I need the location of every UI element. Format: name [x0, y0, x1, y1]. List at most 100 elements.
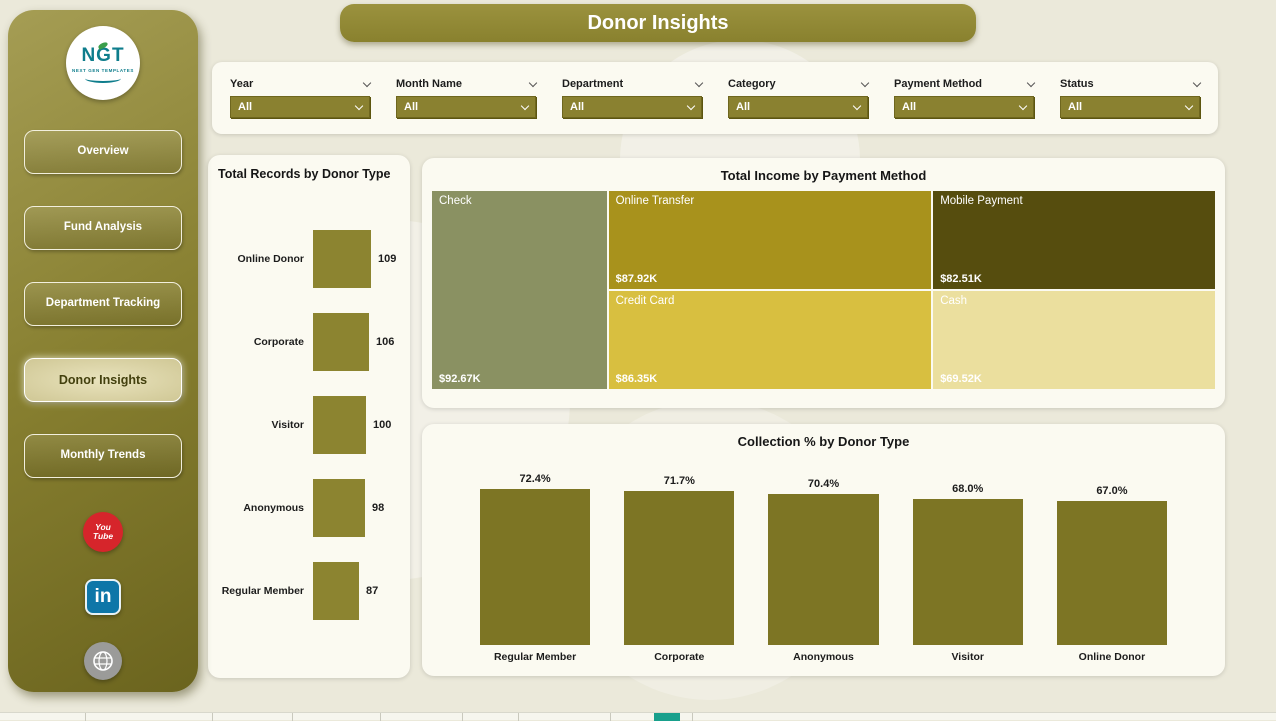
column: 70.4% Anonymous — [768, 455, 879, 663]
chevron-down-icon[interactable] — [362, 78, 372, 87]
cell-label: Check — [439, 195, 472, 207]
category-label: Online Donor — [237, 252, 305, 265]
cell-value: $87.92K — [615, 273, 658, 285]
chevron-down-icon[interactable] — [1026, 78, 1036, 87]
tab-separator — [692, 713, 693, 721]
filter-label: Month Name — [396, 78, 462, 90]
filter-header: Payment Method — [894, 78, 1036, 90]
category-label: Anonymous — [243, 501, 304, 514]
filter-payment-method: Payment Method All — [894, 78, 1036, 118]
month-name-dropdown[interactable]: All — [396, 96, 536, 118]
chevron-down-icon — [852, 101, 862, 110]
bar[interactable] — [313, 561, 359, 620]
chevron-down-icon — [354, 101, 364, 110]
bar-row: Regular Member 87 — [218, 549, 400, 632]
category-label: Corporate — [654, 651, 705, 663]
sidebar-item-overview[interactable]: Overview — [24, 130, 182, 174]
value-label: 71.7% — [663, 475, 695, 487]
active-page-indicator[interactable] — [654, 713, 680, 721]
dropdown-value: All — [736, 101, 751, 113]
bar[interactable] — [480, 489, 591, 645]
value-label: 109 — [378, 252, 397, 265]
column: 68.0% Visitor — [912, 455, 1023, 663]
year-dropdown[interactable]: All — [230, 96, 370, 118]
linkedin-icon[interactable]: in — [85, 579, 121, 615]
value-label: 98 — [372, 501, 385, 514]
bar[interactable] — [313, 312, 369, 371]
chevron-down-icon[interactable] — [1192, 78, 1202, 87]
value-label: 67.0% — [1096, 485, 1128, 497]
records-by-donor-type-chart: Total Records by Donor Type Online Donor… — [208, 155, 410, 678]
chevron-down-icon — [1184, 101, 1194, 110]
chevron-down-icon[interactable] — [694, 78, 704, 87]
tab-separator — [85, 713, 86, 721]
treemap: Check $92.67K Online Transfer $87.92K Mo… — [432, 191, 1215, 389]
filter-month-name: Month Name All — [396, 78, 538, 118]
treemap-row: Online Transfer $87.92K Mobile Payment $… — [608, 191, 1215, 289]
bar[interactable] — [313, 478, 365, 537]
sidebar: NGT NEXT GEN TEMPLATES Overview Fund Ana… — [8, 10, 198, 692]
tab-separator — [212, 713, 213, 721]
bar-row: Online Donor 109 — [218, 217, 400, 300]
filter-header: Year — [230, 78, 372, 90]
chevron-down-icon[interactable] — [860, 78, 870, 87]
column-chart: 72.4% Regular Member 71.7% Corporate 70.… — [432, 455, 1215, 663]
chevron-down-icon[interactable] — [528, 78, 538, 87]
sidebar-item-monthly-trends[interactable]: Monthly Trends — [24, 434, 182, 478]
bar[interactable] — [313, 229, 371, 288]
ngt-logo: NGT NEXT GEN TEMPLATES — [66, 26, 140, 100]
bar[interactable] — [624, 491, 735, 645]
value-label: 106 — [376, 335, 395, 348]
sidebar-item-fund-analysis[interactable]: Fund Analysis — [24, 206, 182, 250]
filter-label: Category — [728, 78, 776, 90]
chevron-down-icon — [520, 101, 530, 110]
column: 67.0% Online Donor — [1056, 455, 1168, 663]
page-tab-strip[interactable] — [0, 712, 1276, 721]
youtube-text-line1: You — [95, 522, 111, 533]
bar-row: Anonymous 98 — [218, 466, 400, 549]
youtube-icon[interactable]: You Tube — [83, 512, 123, 552]
filter-header: Department — [562, 78, 704, 90]
status-dropdown[interactable]: All — [1060, 96, 1200, 118]
treemap-cell-mobile-payment[interactable]: Mobile Payment $82.51K — [933, 191, 1215, 289]
treemap-cell-credit-card[interactable]: Credit Card $86.35K — [608, 291, 932, 389]
chart-title: Total Income by Payment Method — [720, 168, 927, 183]
filter-label: Year — [230, 78, 254, 90]
treemap-right-region: Online Transfer $87.92K Mobile Payment $… — [608, 191, 1215, 389]
sidebar-item-donor-insights[interactable]: Donor Insights — [24, 358, 182, 402]
department-dropdown[interactable]: All — [562, 96, 702, 118]
category-dropdown[interactable]: All — [728, 96, 868, 118]
value-label: 68.0% — [952, 483, 984, 495]
filter-label: Payment Method — [894, 78, 983, 90]
filter-label: Department — [562, 78, 624, 90]
sidebar-item-department-tracking[interactable]: Department Tracking — [24, 282, 182, 326]
sidebar-nav: Overview Fund Analysis Department Tracki… — [8, 130, 198, 478]
filter-department: Department All — [562, 78, 704, 118]
globe-icon[interactable] — [84, 642, 122, 680]
category-label: Visitor — [951, 651, 984, 663]
cell-label: Online Transfer — [615, 195, 695, 207]
filter-bar: Year All Month Name All Department All C… — [212, 62, 1218, 134]
tab-separator — [380, 713, 381, 721]
youtube-text-line2: Tube — [92, 531, 114, 541]
filter-header: Month Name — [396, 78, 538, 90]
chart-title: Total Records by Donor Type — [218, 167, 391, 181]
bar[interactable] — [1056, 501, 1168, 645]
bar[interactable] — [768, 494, 879, 645]
payment-method-dropdown[interactable]: All — [894, 96, 1034, 118]
chevron-down-icon — [1018, 101, 1028, 110]
treemap-cell-check[interactable]: Check $92.67K — [432, 191, 607, 389]
treemap-cell-online-transfer[interactable]: Online Transfer $87.92K — [608, 191, 932, 289]
tab-separator — [610, 713, 611, 721]
treemap-cell-cash[interactable]: Cash $69.52K — [933, 291, 1215, 389]
filter-year: Year All — [230, 78, 372, 118]
category-label: Anonymous — [793, 651, 854, 663]
cell-label: Cash — [940, 295, 968, 307]
category-label: Online Donor — [1078, 651, 1146, 663]
collection-pct-by-donor-type-chart: Collection % by Donor Type 72.4% Regular… — [422, 424, 1225, 676]
chevron-down-icon — [686, 101, 696, 110]
bar-rows: Online Donor 109 Corporate 106 Visitor 1… — [218, 217, 400, 632]
bar[interactable] — [313, 395, 366, 454]
bar[interactable] — [912, 499, 1023, 645]
dropdown-value: All — [902, 101, 917, 113]
